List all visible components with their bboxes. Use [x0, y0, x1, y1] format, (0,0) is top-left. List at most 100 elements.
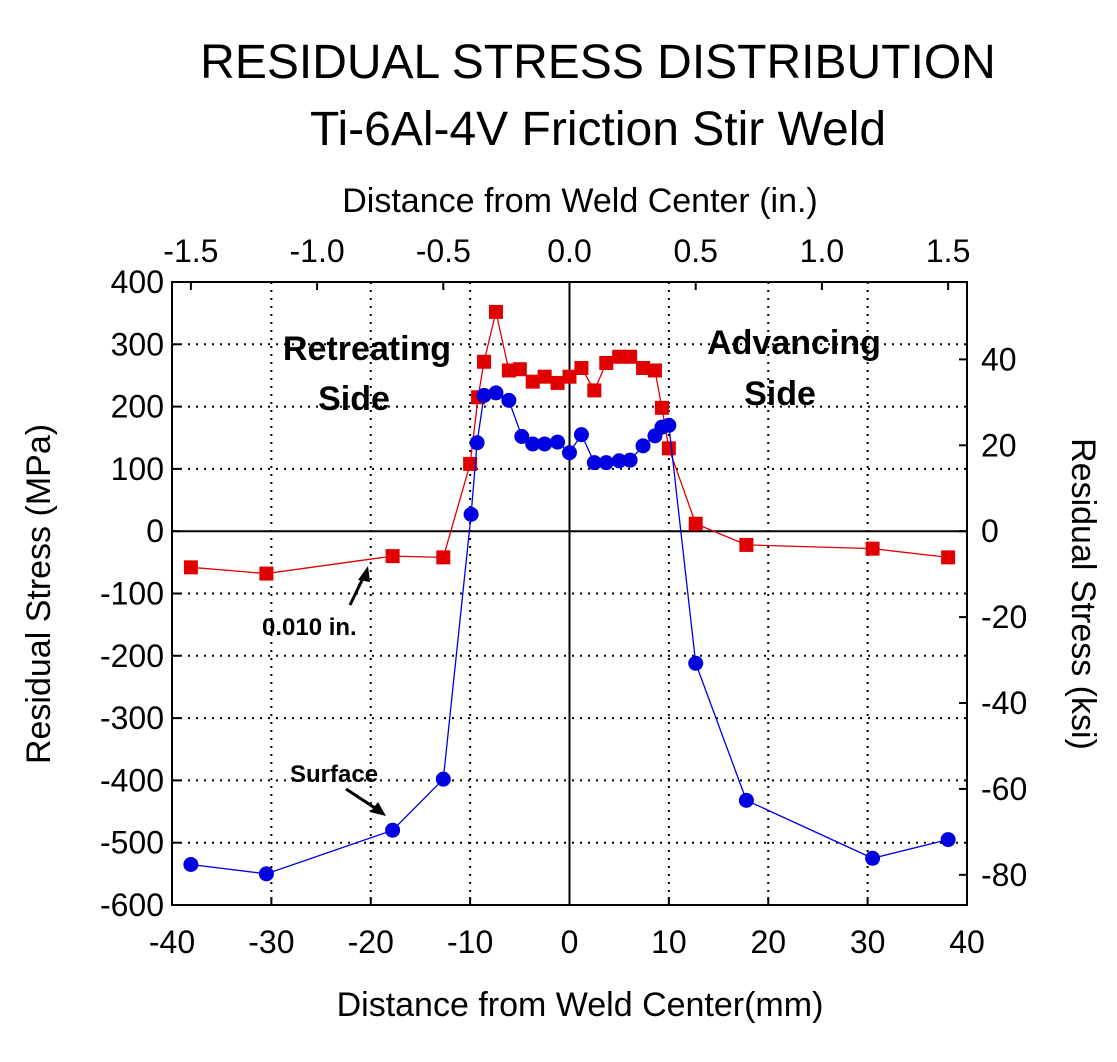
data-point-surface	[635, 438, 651, 454]
y-tick-label: 100	[111, 451, 164, 487]
data-point-0010in	[623, 349, 638, 364]
chart-title: RESIDUAL STRESS DISTRIBUTION	[200, 36, 996, 89]
data-point-0010in	[688, 516, 703, 531]
data-point-surface	[469, 435, 485, 451]
data-point-surface	[488, 385, 504, 401]
x-tick-label: -20	[348, 924, 394, 960]
data-point-0010in	[574, 360, 589, 375]
data-point-0010in	[587, 383, 602, 398]
data-point-0010in	[865, 541, 880, 556]
data-point-0010in	[739, 537, 754, 552]
data-point-surface	[611, 453, 627, 469]
y-tick-label: -100	[100, 576, 164, 612]
y-tick-label: -500	[100, 825, 164, 861]
tick-labels: -40 -30 -20 -10 0 10 20 30 404003002001000-100-2…	[100, 233, 1027, 960]
y2-tick-label: -40	[981, 685, 1027, 721]
chart-subtitle: Ti-6Al-4V Friction Stir Weld	[310, 103, 886, 156]
retreating-side-label: Retreating	[283, 330, 451, 368]
data-point-surface	[622, 452, 638, 468]
data-point-surface	[525, 436, 541, 452]
axes	[171, 281, 968, 906]
data-point-0010in	[612, 349, 627, 364]
surface-arrow	[345, 787, 379, 812]
y2-tick-label: 40	[981, 341, 1017, 377]
depth-label: 0.010 in.	[262, 614, 357, 641]
x-tick-label: -30	[248, 924, 294, 960]
data-point-surface	[661, 417, 677, 433]
data-point-surface	[385, 822, 401, 838]
x2-tick-label: 1.5	[926, 233, 970, 269]
data-point-0010in	[477, 354, 492, 369]
x2-tick-label: -0.5	[416, 233, 471, 269]
depth-arrowhead	[358, 566, 370, 582]
data-point-0010in	[599, 355, 614, 370]
data-point-0010in	[501, 363, 516, 378]
data-point-0010in	[941, 550, 956, 565]
x-tick-label: 30	[850, 924, 886, 960]
surface-arrowhead	[370, 802, 386, 816]
y-tick-label: 300	[111, 326, 164, 362]
advancing-side-label: Advancing	[707, 324, 881, 362]
x-tick-label: 10	[651, 924, 687, 960]
annotations: Retreating Side Advancing Side 0.010 in.…	[262, 324, 881, 816]
y2-tick-label: -60	[981, 771, 1027, 807]
data-point-0010in	[654, 400, 669, 415]
data-point-surface	[537, 436, 553, 452]
x-tick-label: 20	[750, 924, 786, 960]
x2-tick-label: 0.0	[547, 233, 591, 269]
data-point-surface	[550, 434, 566, 450]
data-point-surface	[940, 832, 956, 848]
x-tick-label: -10	[447, 924, 493, 960]
y-tick-label: 400	[111, 264, 164, 300]
y2-tick-label: 20	[981, 427, 1017, 463]
surface-label: Surface	[290, 761, 378, 788]
y-axis-label: Residual Stress (MPa)	[20, 424, 58, 764]
retreating-side-label-2: Side	[318, 380, 390, 418]
data-point-0010in	[661, 441, 676, 456]
data-point-surface	[501, 392, 517, 408]
data-point-surface	[258, 866, 274, 882]
data-point-0010in	[488, 304, 503, 319]
x-axis-label: Distance from Weld Center(mm)	[337, 986, 824, 1024]
data-point-0010in	[512, 362, 527, 377]
data-point-0010in	[636, 360, 651, 375]
data-point-0010in	[525, 374, 540, 389]
data-point-surface	[514, 429, 530, 445]
data-point-0010in	[183, 560, 198, 575]
y2-tick-label: 0	[981, 513, 999, 549]
y-tick-label: -400	[100, 762, 164, 798]
series	[183, 304, 956, 882]
data-point-0010in	[537, 369, 552, 384]
y2-tick-label: -80	[981, 857, 1027, 893]
x-tick-label: 0	[561, 924, 579, 960]
y-tick-label: -200	[100, 638, 164, 674]
data-point-0010in	[463, 456, 478, 471]
y-tick-label: -300	[100, 700, 164, 736]
data-point-surface	[865, 850, 881, 866]
x2-tick-label: 0.5	[673, 233, 717, 269]
y-tick-label: 200	[111, 389, 164, 425]
y-tick-label: 0	[146, 513, 164, 549]
data-point-surface	[573, 427, 589, 443]
data-point-0010in	[385, 549, 400, 564]
advancing-side-label-2: Side	[744, 375, 816, 413]
x2-tick-label: -1.5	[163, 233, 218, 269]
data-point-0010in	[647, 363, 662, 378]
data-point-surface	[562, 445, 577, 461]
data-point-0010in	[259, 566, 274, 581]
y-tick-label: -600	[100, 887, 164, 923]
data-point-surface	[738, 792, 754, 808]
data-point-surface	[435, 771, 451, 787]
data-point-0010in	[562, 369, 577, 384]
data-point-0010in	[436, 550, 451, 565]
x-tick-label: -40	[149, 924, 195, 960]
data-point-surface	[598, 455, 614, 471]
data-point-surface	[183, 857, 199, 873]
x2-tick-label: 1.0	[800, 233, 844, 269]
data-point-surface	[476, 387, 492, 403]
x2-tick-label: -1.0	[290, 233, 345, 269]
data-point-surface	[463, 506, 479, 522]
data-point-0010in	[550, 375, 565, 390]
y2-axis-label: Residual Stress (ksi)	[1064, 438, 1102, 750]
